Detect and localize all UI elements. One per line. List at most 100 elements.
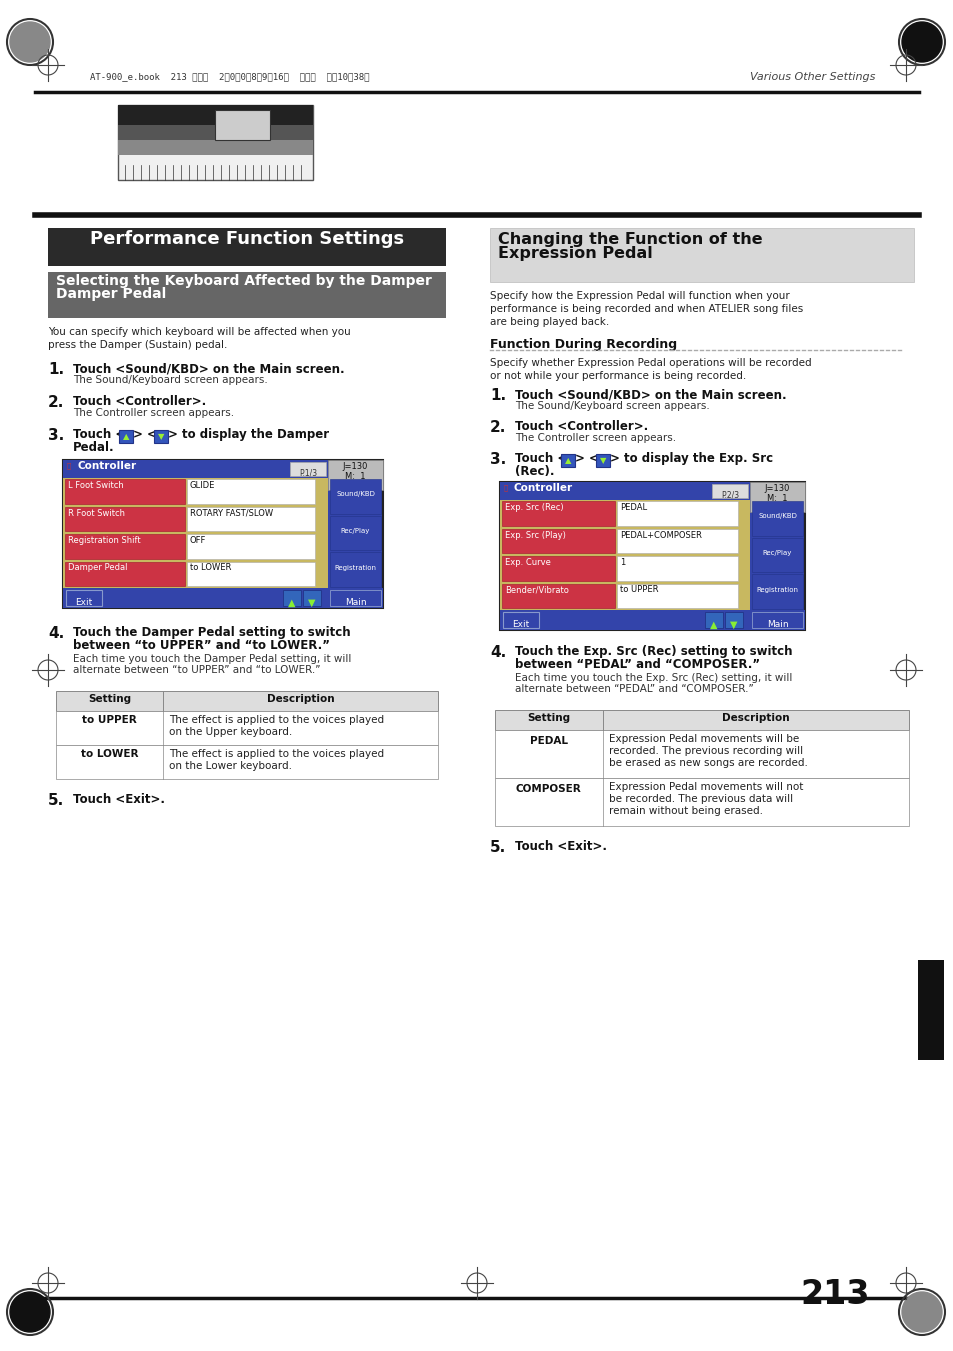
Bar [490,228,913,282]
Text: be erased as new songs are recorded.: be erased as new songs are recorded. [608,758,806,767]
Text: Exit: Exit [512,620,529,630]
Bar [283,590,301,607]
Bar [56,744,437,780]
Text: 2.: 2. [48,394,64,409]
Text: to UPPER: to UPPER [82,715,136,725]
Text: be recorded. The previous data will: be recorded. The previous data will [608,794,792,804]
Bar [724,612,742,628]
Text: ▼: ▼ [157,432,164,440]
Text: Main: Main [766,620,787,630]
Text: to UPPER: to UPPER [619,585,658,594]
Text: Controller: Controller [514,484,573,493]
Text: 1: 1 [619,558,624,567]
Bar [48,272,446,317]
Bar [617,557,738,581]
Text: 3.: 3. [490,453,506,467]
Text: on the Upper keyboard.: on the Upper keyboard. [169,727,292,738]
Text: ▼: ▼ [599,457,605,465]
Text: Touch <Exit>.: Touch <Exit>. [73,793,165,807]
Text: > to display the Damper: > to display the Damper [168,428,329,440]
Text: P.1/3: P.1/3 [298,469,316,478]
Bar [617,528,738,553]
Text: 213: 213 [800,1278,869,1310]
Bar [704,612,722,628]
Text: ▲: ▲ [709,620,717,630]
Text: Various Other Settings: Various Other Settings [927,963,937,1058]
Bar [617,584,738,608]
Bar [303,590,320,607]
Bar [330,480,380,513]
Bar [499,611,804,630]
Bar [65,480,185,504]
Text: ▲: ▲ [564,457,571,465]
Text: > to display the Exp. Src: > to display the Exp. Src [609,453,772,465]
Text: 1.: 1. [490,388,506,403]
Bar [560,454,575,467]
Text: Changing the Function of the: Changing the Function of the [497,232,761,247]
Text: > <: > < [132,428,156,440]
Bar [118,105,313,126]
Text: Each time you touch the Exp. Src (Rec) setting, it will: Each time you touch the Exp. Src (Rec) s… [515,673,792,684]
Text: ⬛: ⬛ [503,484,508,490]
Text: The effect is applied to the voices played: The effect is applied to the voices play… [169,715,384,725]
Text: The Controller screen appears.: The Controller screen appears. [515,434,676,443]
Text: Touch <Sound/KBD> on the Main screen.: Touch <Sound/KBD> on the Main screen. [73,362,344,376]
Bar [751,501,802,535]
Bar [118,126,313,141]
Text: 5.: 5. [490,840,506,855]
Bar [617,501,738,526]
Text: PEDAL: PEDAL [619,503,646,512]
Text: Expression Pedal movements will be: Expression Pedal movements will be [608,734,798,744]
Text: ▲: ▲ [288,598,295,608]
Bar [751,612,802,628]
Text: ROTARY FAST/SLOW: ROTARY FAST/SLOW [190,508,273,517]
Bar [495,730,908,778]
Bar [56,711,437,744]
Bar [751,574,802,609]
Bar [501,584,615,608]
Text: OFF: OFF [190,536,206,544]
Text: The effect is applied to the voices played: The effect is applied to the voices play… [169,748,384,759]
Text: Setting: Setting [527,713,570,723]
Bar [499,482,804,630]
Text: Sound/KBD: Sound/KBD [335,492,375,497]
Bar [63,459,328,478]
Text: Touch the Damper Pedal setting to switch: Touch the Damper Pedal setting to switch [73,626,351,639]
Text: on the Lower keyboard.: on the Lower keyboard. [169,761,292,771]
Bar [48,228,446,266]
Bar [499,500,749,611]
Text: Registration: Registration [756,586,798,593]
Bar [118,105,313,180]
Text: Various Other Settings: Various Other Settings [749,72,874,82]
Text: alternate between “to UPPER” and “to LOWER.”: alternate between “to UPPER” and “to LOW… [73,665,320,676]
Bar [119,430,132,443]
Text: Touch <Controller>.: Touch <Controller>. [73,394,206,408]
Text: ⬛: ⬛ [67,462,71,469]
Circle shape [901,22,941,62]
Text: Setting: Setting [88,694,131,704]
Text: Exp. Src (Rec): Exp. Src (Rec) [504,503,563,512]
Text: Performance Function Settings: Performance Function Settings [90,230,404,249]
Bar [63,478,328,588]
Text: 4.: 4. [490,644,506,661]
Circle shape [901,1292,941,1332]
Text: AT-900_e.book  213 ページ  2　0　0　8年9月16日  火曜日  午前10時38分: AT-900_e.book 213 ページ 2 0 0 8年9月16日 火曜日 … [90,72,369,81]
Bar [290,462,326,476]
Text: J=130: J=130 [342,462,368,471]
Text: ▼: ▼ [729,620,737,630]
Text: Sound/KBD: Sound/KBD [758,513,796,519]
Text: Each time you touch the Damper Pedal setting, it will: Each time you touch the Damper Pedal set… [73,654,351,663]
Text: Description: Description [721,713,789,723]
Bar [495,778,908,825]
Text: (Rec).: (Rec). [515,465,554,478]
Text: The Controller screen appears.: The Controller screen appears. [73,408,233,417]
Text: J=130: J=130 [764,484,789,493]
Bar [118,141,313,155]
Text: M:  1: M: 1 [766,494,787,503]
Text: Pedal.: Pedal. [73,440,114,454]
Text: R Foot Switch: R Foot Switch [68,508,125,517]
Bar [65,562,185,586]
Text: Touch <: Touch < [515,453,567,465]
Text: between “PEDAL” and “COMPOSER.”: between “PEDAL” and “COMPOSER.” [515,658,760,671]
Text: Touch <Sound/KBD> on the Main screen.: Touch <Sound/KBD> on the Main screen. [515,388,786,401]
